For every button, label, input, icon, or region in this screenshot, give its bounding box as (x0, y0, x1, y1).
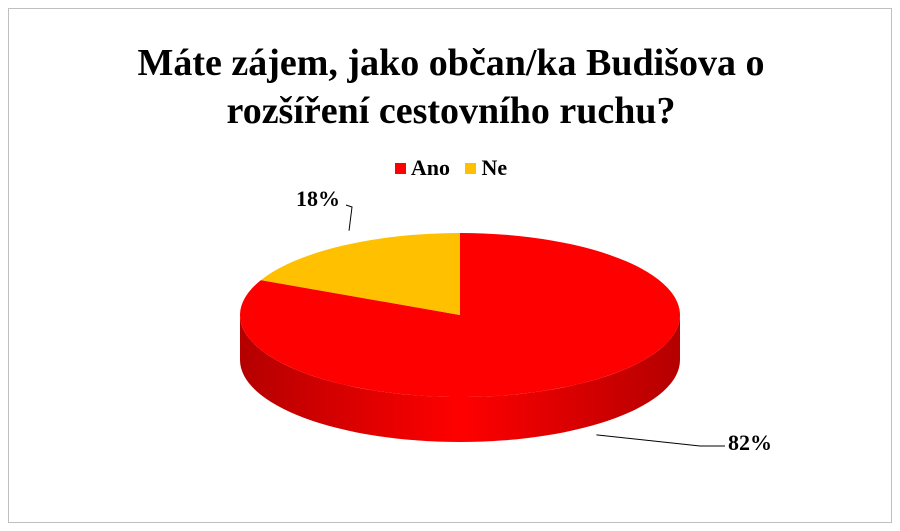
legend-label-ne: Ne (481, 155, 508, 180)
pie-side-ano (240, 315, 680, 442)
legend-item-ano: Ano (394, 155, 450, 181)
legend-swatch-ne (465, 163, 477, 174)
pie-slice-ano (240, 233, 680, 397)
chart-title: Máte zájem, jako občan/ka Budišova o roz… (9, 39, 893, 135)
legend-label-ano: Ano (410, 155, 450, 180)
chart-title-line-2: rozšíření cestovního ruchu? (226, 90, 676, 132)
leader-line-ano (596, 434, 725, 447)
chart-legend: Ano Ne (9, 155, 893, 181)
data-label-ne: 18% (296, 186, 340, 211)
data-label-ano: 82% (728, 430, 772, 455)
chart-title-line-1: Máte zájem, jako občan/ka Budišova o (137, 42, 765, 84)
legend-swatch-ano (394, 163, 406, 174)
legend-item-ne: Ne (465, 155, 507, 181)
leader-line-ne (345, 204, 353, 231)
pie-slice-ne (260, 233, 460, 315)
